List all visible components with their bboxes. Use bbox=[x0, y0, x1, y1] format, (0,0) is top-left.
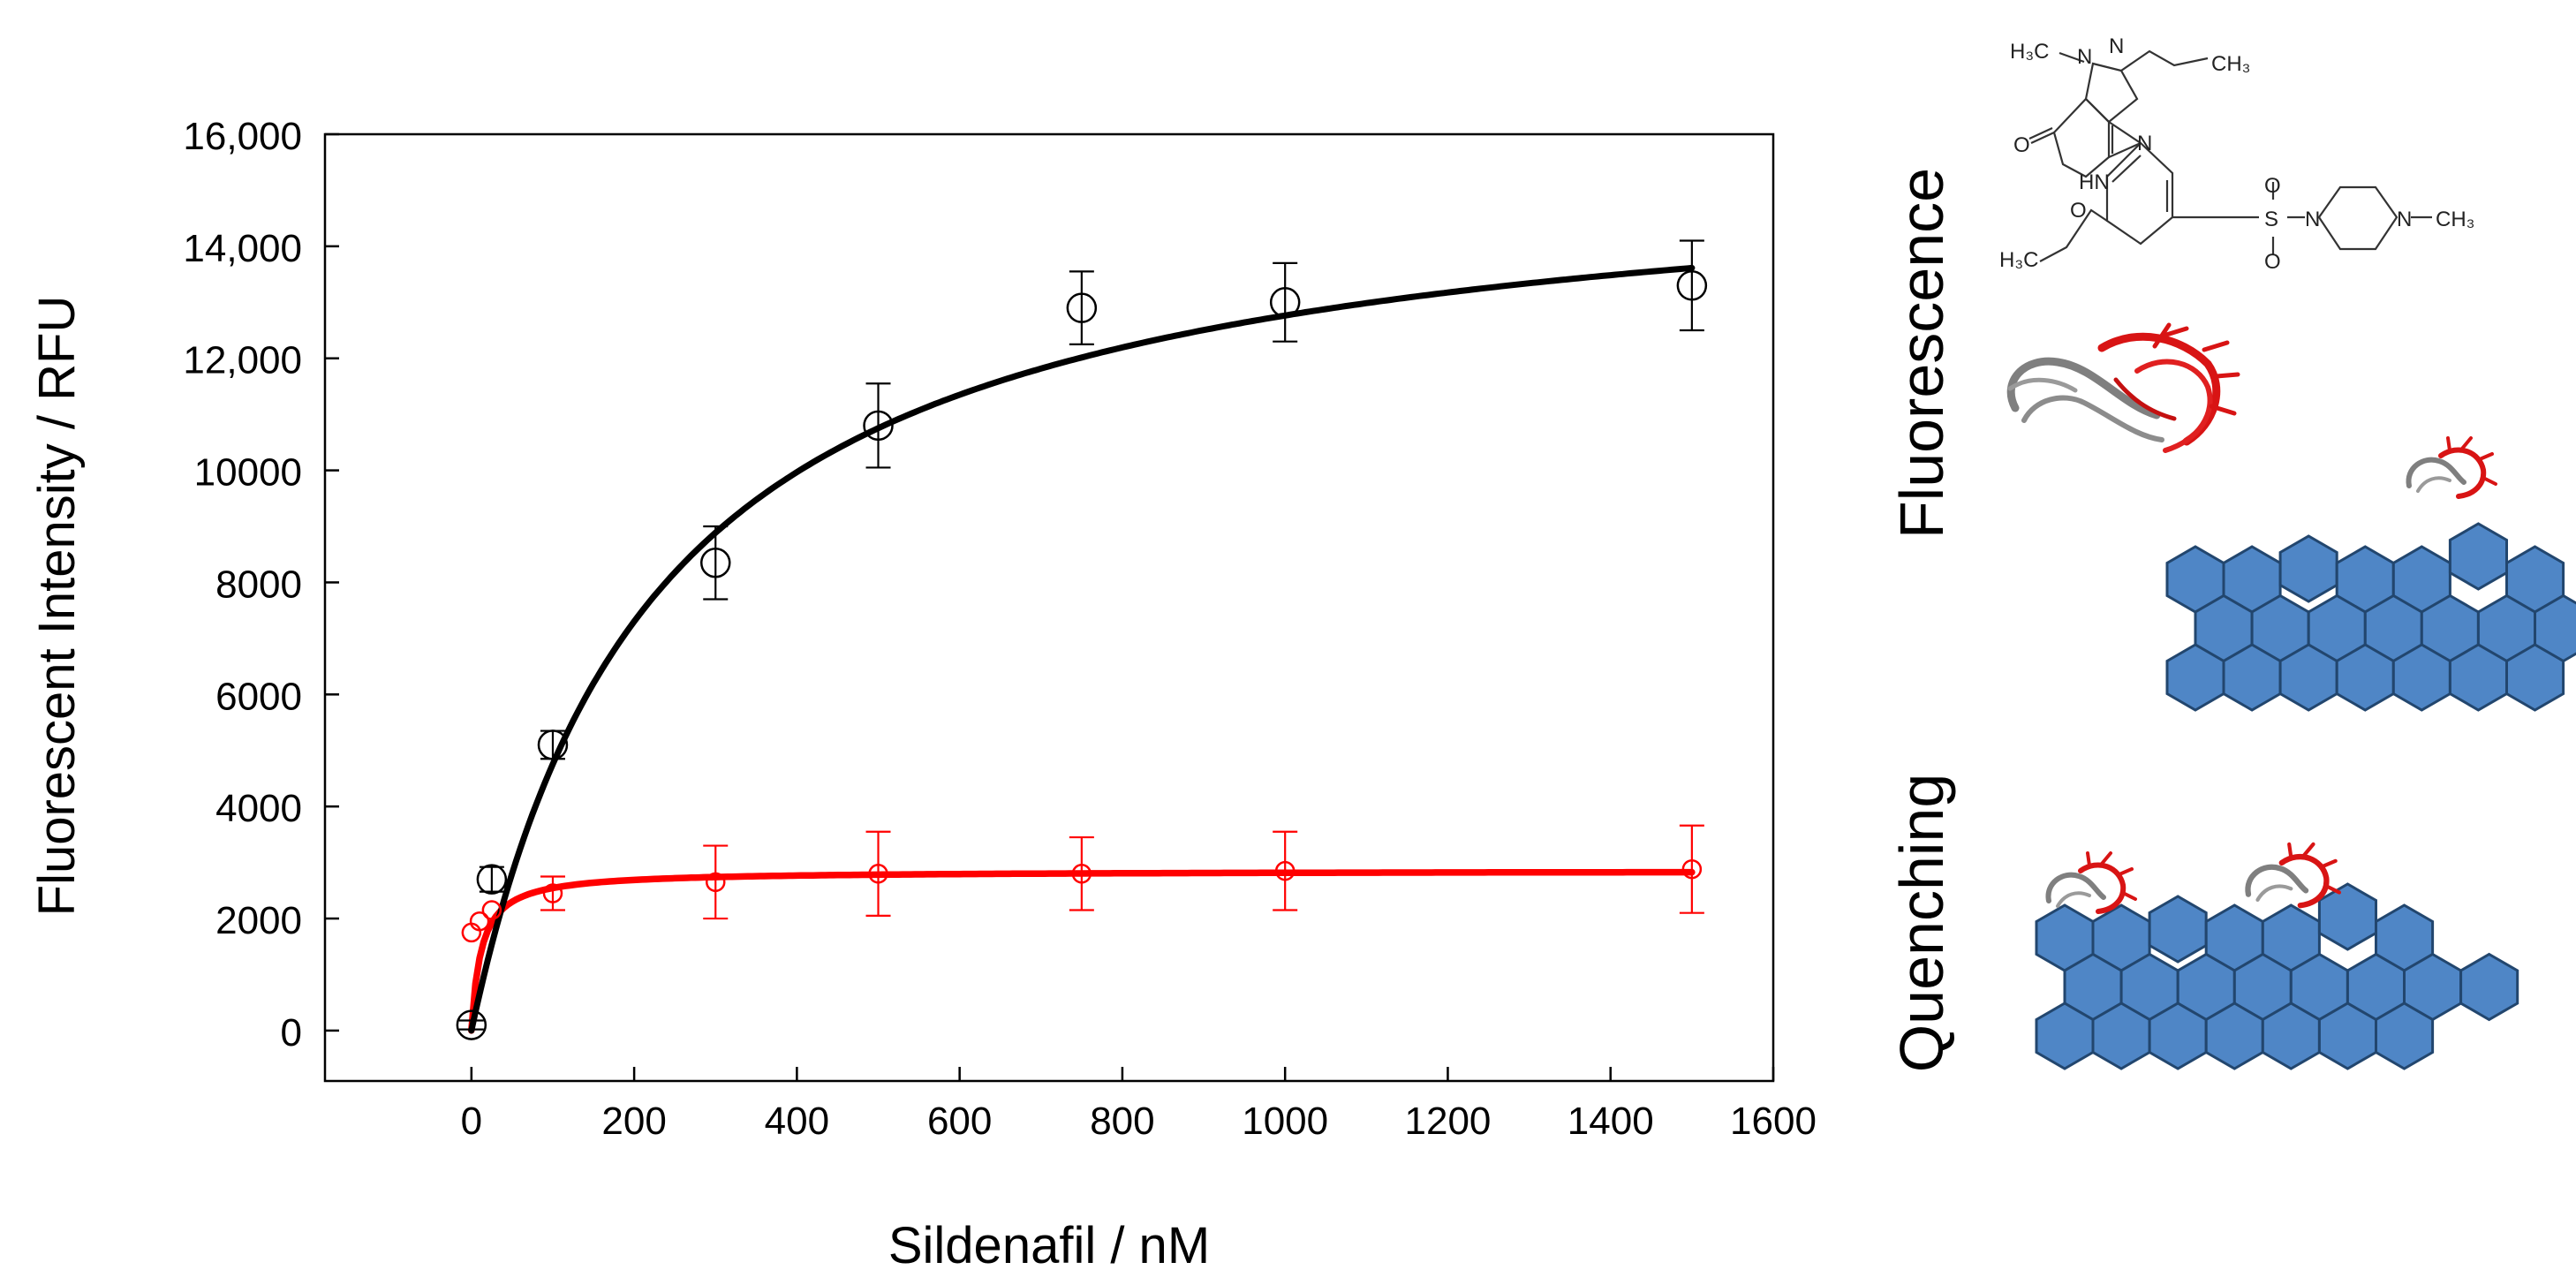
atom-h3c-ethyl: H₃C bbox=[1999, 248, 2038, 272]
atom-n1: N bbox=[2077, 45, 2092, 69]
phenyl-ring bbox=[2105, 141, 2174, 246]
small-aptamer bbox=[2406, 436, 2497, 499]
atom-s: S bbox=[2264, 208, 2278, 231]
x-tick-label: 400 bbox=[765, 1100, 829, 1143]
quenching-data-point bbox=[542, 883, 563, 903]
series-layer bbox=[456, 239, 1708, 1040]
atom-ch3-pip: CH₃ bbox=[2436, 208, 2474, 231]
quenching-data-point bbox=[481, 900, 502, 920]
graphene-hexagon bbox=[2459, 952, 2519, 1022]
quenching-data-point bbox=[1681, 858, 1703, 880]
aptamer-gray-strand bbox=[2406, 457, 2466, 488]
quenching-data-point bbox=[469, 911, 490, 932]
fluorescence-data-point bbox=[863, 410, 894, 442]
y-axis-ticks: 0 2000 4000 6000 8000 10000 12,000 14,000 16,000 bbox=[183, 115, 339, 1054]
y-tick-label: 14,000 bbox=[183, 227, 302, 270]
atom-o-carbonyl: O bbox=[2013, 133, 2030, 157]
graphene-hexagon bbox=[2375, 1002, 2435, 1070]
fluorescence-data-point bbox=[1066, 292, 1098, 323]
atom-o-down: O bbox=[2264, 250, 2281, 274]
fluorescence-data-point bbox=[699, 548, 731, 578]
aptamer-red-strand bbox=[2078, 862, 2127, 914]
y-tick-label: 10000 bbox=[194, 451, 302, 495]
atom-ch3-top: CH₃ bbox=[2211, 52, 2250, 76]
aptamer-gray-strand bbox=[2045, 872, 2106, 903]
small-aptamer bbox=[2045, 851, 2137, 914]
fluorescence-data-point bbox=[1269, 287, 1301, 318]
atom-n2: N bbox=[2109, 34, 2124, 58]
atom-o-ether: O bbox=[2070, 199, 2087, 223]
quenching-data-point bbox=[1274, 860, 1296, 881]
fluorescence-fit-curve bbox=[468, 264, 1696, 1034]
graphene-sheet-bottom bbox=[2035, 882, 2519, 1070]
piperazine-ring bbox=[2317, 185, 2398, 251]
x-axis-label: Sildenafil / nM bbox=[888, 1217, 1210, 1274]
atom-hn: HN bbox=[2079, 170, 2110, 194]
graphene-hexagon bbox=[2278, 534, 2338, 603]
x-axis-ticks: 0 200 400 600 800 1000 1200 1400 1600 bbox=[461, 1067, 1817, 1143]
y-tick-label: 2000 bbox=[215, 899, 302, 942]
pyrimidinone-ring bbox=[2052, 97, 2111, 178]
quenching-data-point bbox=[1071, 864, 1092, 884]
x-tick-label: 600 bbox=[927, 1100, 992, 1143]
graphene-hexagon bbox=[2448, 522, 2508, 591]
quenching-data-point bbox=[705, 872, 726, 893]
aptamer-gray-strand bbox=[2056, 891, 2091, 908]
x-tick-label: 1200 bbox=[1405, 1100, 1492, 1143]
y-tick-label: 4000 bbox=[215, 787, 302, 830]
graphene-sheet-top bbox=[2165, 522, 2576, 712]
small-aptamer bbox=[2245, 842, 2341, 909]
y-tick-label: 12,000 bbox=[183, 339, 302, 382]
aptamer-sildenafil-complex-illustration bbox=[2006, 322, 2240, 453]
fluorescence-data-point bbox=[1676, 270, 1708, 301]
atom-n3: N bbox=[2137, 132, 2152, 155]
sildenafil-structure: H₃C N N CH₃ O HN N S O O N N CH₃ O H₃C bbox=[1999, 34, 2474, 274]
x-tick-label: 1600 bbox=[1730, 1100, 1817, 1143]
y-tick-label: 6000 bbox=[215, 675, 302, 718]
aptamer-gray-strand bbox=[2255, 884, 2293, 902]
y-axis-label: Fluorescent Intensity / RFU bbox=[28, 296, 86, 917]
quenching-label: Quenching bbox=[1887, 774, 1956, 1073]
y-tick-label: 16,000 bbox=[183, 115, 302, 158]
atom-h3c-top: H₃C bbox=[2010, 40, 2049, 64]
y-tick-label: 8000 bbox=[215, 563, 302, 606]
atom-n-pip2: N bbox=[2397, 208, 2412, 231]
quenching-data-point bbox=[868, 864, 888, 884]
plot-frame bbox=[323, 132, 1775, 1083]
graphene-hexagon bbox=[2148, 895, 2208, 964]
pyrazole-ring bbox=[2084, 62, 2139, 124]
aptamer-red-strand bbox=[2438, 447, 2487, 499]
aptamer-red-strand bbox=[2086, 851, 2137, 901]
aptamer-red-strand bbox=[2278, 853, 2330, 909]
atom-n-pip1: N bbox=[2305, 208, 2320, 231]
aptamer-red-strand bbox=[2287, 842, 2341, 895]
fluorescence-data-point bbox=[456, 1009, 487, 1040]
x-tick-label: 1400 bbox=[1568, 1100, 1654, 1143]
x-tick-label: 800 bbox=[1090, 1100, 1154, 1143]
fluorescence-data-point bbox=[476, 864, 508, 895]
fluorescence-label: Fluorescence bbox=[1887, 168, 1956, 539]
x-tick-label: 200 bbox=[601, 1100, 666, 1143]
aptamer-gray-strand bbox=[2416, 476, 2451, 493]
fluorescence-data-point bbox=[537, 729, 569, 760]
y-tick-label: 0 bbox=[281, 1011, 302, 1054]
graphene-hexagon bbox=[2317, 882, 2377, 951]
x-tick-label: 0 bbox=[461, 1100, 482, 1143]
aptamers-on-graphene bbox=[2045, 436, 2497, 914]
aptamer-gray-strand bbox=[2245, 864, 2309, 897]
saturation-binding-chart: 020004000600080001000012,00014,00016,000… bbox=[28, 115, 1817, 1274]
atom-o-up: O bbox=[2264, 174, 2281, 198]
x-tick-label: 1000 bbox=[1242, 1100, 1328, 1143]
aptamer-red-strand bbox=[2446, 436, 2497, 486]
graphene-hexagon bbox=[2505, 643, 2565, 712]
